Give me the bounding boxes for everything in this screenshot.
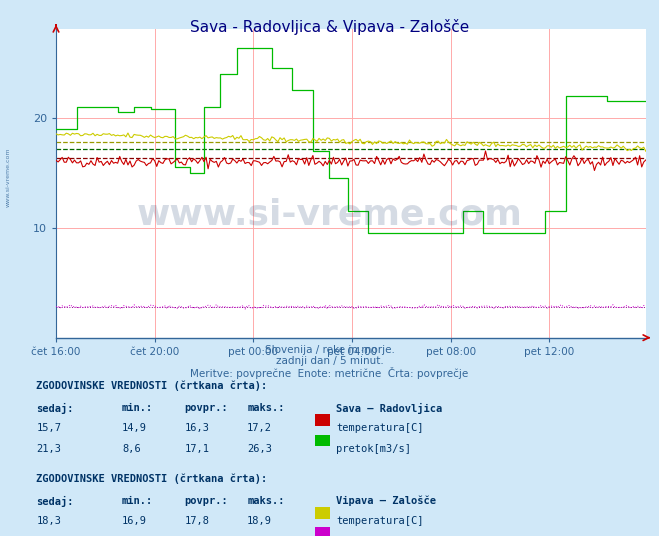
Text: maks.:: maks.: <box>247 403 285 413</box>
Text: Vipava – Zalošče: Vipava – Zalošče <box>336 496 436 507</box>
Text: povpr.:: povpr.: <box>185 496 228 506</box>
Text: pretok[m3/s]: pretok[m3/s] <box>336 444 411 454</box>
Text: 8,6: 8,6 <box>122 444 140 454</box>
Text: Meritve: povprečne  Enote: metrične  Črta: povprečje: Meritve: povprečne Enote: metrične Črta:… <box>190 367 469 378</box>
Text: 16,9: 16,9 <box>122 516 147 526</box>
Text: www.si-vreme.com: www.si-vreme.com <box>136 197 523 232</box>
Text: 16,3: 16,3 <box>185 423 210 434</box>
Text: povpr.:: povpr.: <box>185 403 228 413</box>
Text: sedaj:: sedaj: <box>36 403 74 414</box>
Text: ZGODOVINSKE VREDNOSTI (črtkana črta):: ZGODOVINSKE VREDNOSTI (črtkana črta): <box>36 473 268 484</box>
Text: 17,1: 17,1 <box>185 444 210 454</box>
Text: 21,3: 21,3 <box>36 444 61 454</box>
Text: sedaj:: sedaj: <box>36 496 74 507</box>
Text: Sava – Radovljica: Sava – Radovljica <box>336 403 442 414</box>
Text: temperatura[C]: temperatura[C] <box>336 516 424 526</box>
Text: 14,9: 14,9 <box>122 423 147 434</box>
Text: Slovenija / reke in morje.: Slovenija / reke in morje. <box>264 345 395 355</box>
Text: 18,3: 18,3 <box>36 516 61 526</box>
Text: 26,3: 26,3 <box>247 444 272 454</box>
Text: ZGODOVINSKE VREDNOSTI (črtkana črta):: ZGODOVINSKE VREDNOSTI (črtkana črta): <box>36 381 268 391</box>
Text: 17,8: 17,8 <box>185 516 210 526</box>
Text: 17,2: 17,2 <box>247 423 272 434</box>
Text: min.:: min.: <box>122 403 153 413</box>
Text: www.si-vreme.com: www.si-vreme.com <box>6 147 11 207</box>
Text: 18,9: 18,9 <box>247 516 272 526</box>
Text: min.:: min.: <box>122 496 153 506</box>
Text: temperatura[C]: temperatura[C] <box>336 423 424 434</box>
Text: Sava - Radovljica & Vipava - Zalošče: Sava - Radovljica & Vipava - Zalošče <box>190 19 469 35</box>
Text: zadnji dan / 5 minut.: zadnji dan / 5 minut. <box>275 356 384 366</box>
Text: maks.:: maks.: <box>247 496 285 506</box>
Text: 15,7: 15,7 <box>36 423 61 434</box>
